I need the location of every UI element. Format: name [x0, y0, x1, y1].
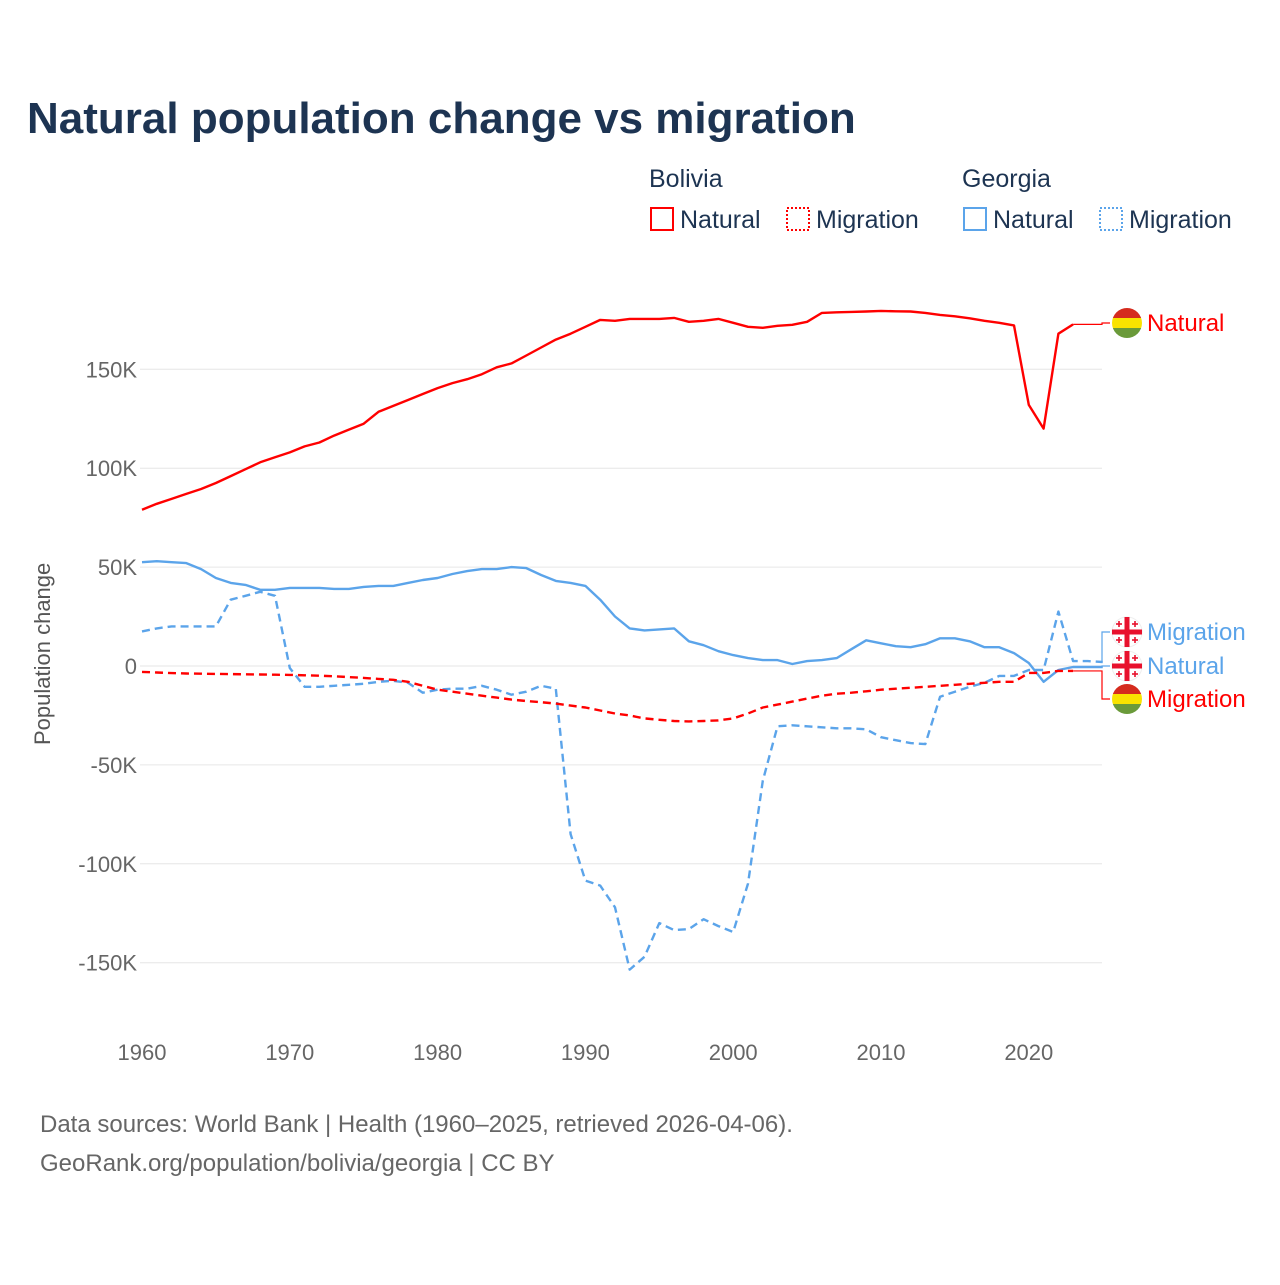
series-line-bolivia-migration[interactable]: [141, 669, 1074, 723]
legend-label-bolivia-natural[interactable]: Natural: [680, 206, 761, 234]
chart-title: Natural population change vs migration: [27, 94, 856, 143]
y-tick-label: 50K: [98, 555, 137, 580]
grid: [140, 368, 1102, 964]
x-tick-label: 2020: [1004, 1040, 1053, 1065]
y-tick-label: -150K: [78, 951, 137, 976]
legend-group-bolivia: Bolivia: [649, 165, 723, 193]
legend-swatch-georgia-natural: [963, 207, 987, 231]
y-tick-label: -100K: [78, 852, 137, 877]
footer-link[interactable]: GeoRank.org/population/bolivia/georgia |…: [40, 1150, 555, 1177]
x-tick-label: 1980: [413, 1040, 462, 1065]
y-tick-label: 0: [125, 654, 137, 679]
end-label-bolivia-migration: Migration: [1147, 686, 1246, 713]
end-label-georgia-natural: Natural: [1147, 653, 1224, 680]
legend: Bolivia Natural Migration Georgia Natura…: [649, 165, 1232, 234]
x-tick-label: 2000: [709, 1040, 758, 1065]
legend-swatch-bolivia-natural: [650, 207, 674, 231]
georgia-flag-icon: [1111, 650, 1143, 682]
end-labels: Natural Migration Natural Migration: [1073, 308, 1246, 714]
legend-label-georgia-migration[interactable]: Migration: [1129, 206, 1232, 234]
end-label-connector: [1073, 670, 1110, 700]
bolivia-flag-icon: [1112, 308, 1142, 338]
x-tick-label: 1960: [118, 1040, 167, 1065]
y-axis: 150K 100K 50K 0 -50K -100K -150K: [78, 357, 137, 975]
georgia-flag-icon: [1111, 616, 1143, 648]
series-lines: [141, 309, 1103, 971]
series-line-georgia-migration[interactable]: [141, 590, 1103, 971]
legend-swatch-bolivia-migration: [786, 207, 810, 231]
legend-group-georgia: Georgia: [962, 165, 1051, 193]
series-line-bolivia-natural[interactable]: [141, 309, 1074, 511]
footer-sources: Data sources: World Bank | Health (1960–…: [40, 1111, 793, 1138]
legend-label-georgia-natural[interactable]: Natural: [993, 206, 1074, 234]
bolivia-flag-icon: [1112, 684, 1142, 714]
y-tick-label: -50K: [91, 753, 138, 778]
legend-swatch-georgia-migration: [1099, 207, 1123, 231]
end-label-connector: [1073, 322, 1110, 325]
end-label-georgia-migration: Migration: [1147, 619, 1246, 646]
y-tick-label: 150K: [86, 357, 138, 382]
x-tick-label: 1970: [265, 1040, 314, 1065]
y-tick-label: 100K: [86, 456, 138, 481]
end-label-connector: [1101, 631, 1110, 663]
legend-label-bolivia-migration[interactable]: Migration: [816, 206, 919, 234]
x-axis: 1960 1970 1980 1990 2000 2010 2020: [118, 1040, 1054, 1065]
x-tick-label: 2010: [857, 1040, 906, 1065]
x-tick-label: 1990: [561, 1040, 610, 1065]
y-axis-label: Population change: [30, 563, 55, 745]
series-line-georgia-natural[interactable]: [141, 560, 1103, 683]
end-label-bolivia-natural: Natural: [1147, 310, 1224, 337]
end-label-connector: [1101, 665, 1110, 668]
